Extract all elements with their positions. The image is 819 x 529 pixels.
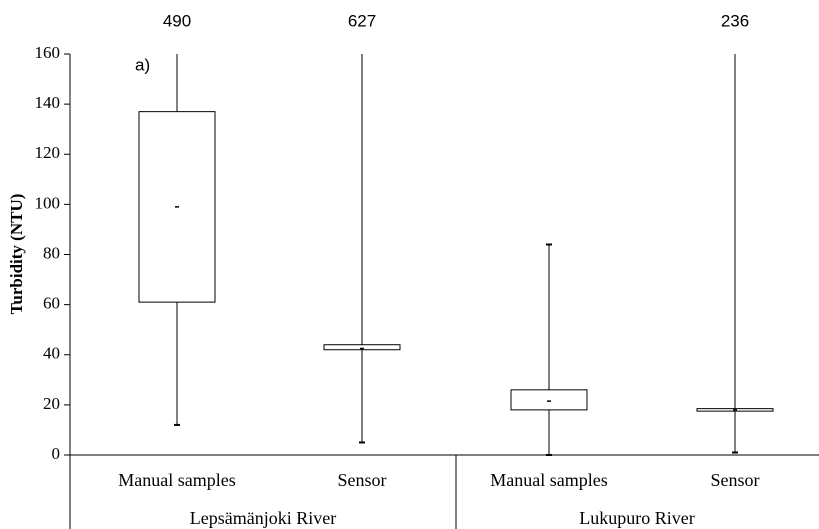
group-label: Lepsämänjoki River [190, 508, 336, 528]
y-tick-label: 20 [43, 394, 60, 413]
y-tick-label: 60 [43, 294, 60, 313]
box [323, 344, 401, 351]
y-axis-label: Turbidity (NTU) [7, 194, 26, 315]
max-label: 627 [348, 11, 376, 30]
y-tick-label: 100 [35, 193, 61, 212]
x-tick-label: Manual samples [490, 470, 607, 490]
y-tick-label: 160 [35, 43, 61, 62]
max-label: 490 [163, 11, 191, 30]
panel-label: a) [135, 55, 150, 74]
y-tick-label: 120 [35, 143, 61, 162]
x-tick-label: Sensor [338, 470, 387, 490]
group-label: Lukupuro River [579, 508, 694, 528]
plot-area [138, 54, 774, 456]
x-tick-label: Manual samples [118, 470, 235, 490]
max-label: 236 [721, 11, 749, 30]
y-tick-label: 0 [52, 444, 61, 463]
box [510, 389, 588, 411]
y-tick-label: 40 [43, 344, 60, 363]
y-tick-label: 80 [43, 243, 60, 262]
x-tick-label: Sensor [711, 470, 760, 490]
y-tick-label: 140 [35, 93, 61, 112]
